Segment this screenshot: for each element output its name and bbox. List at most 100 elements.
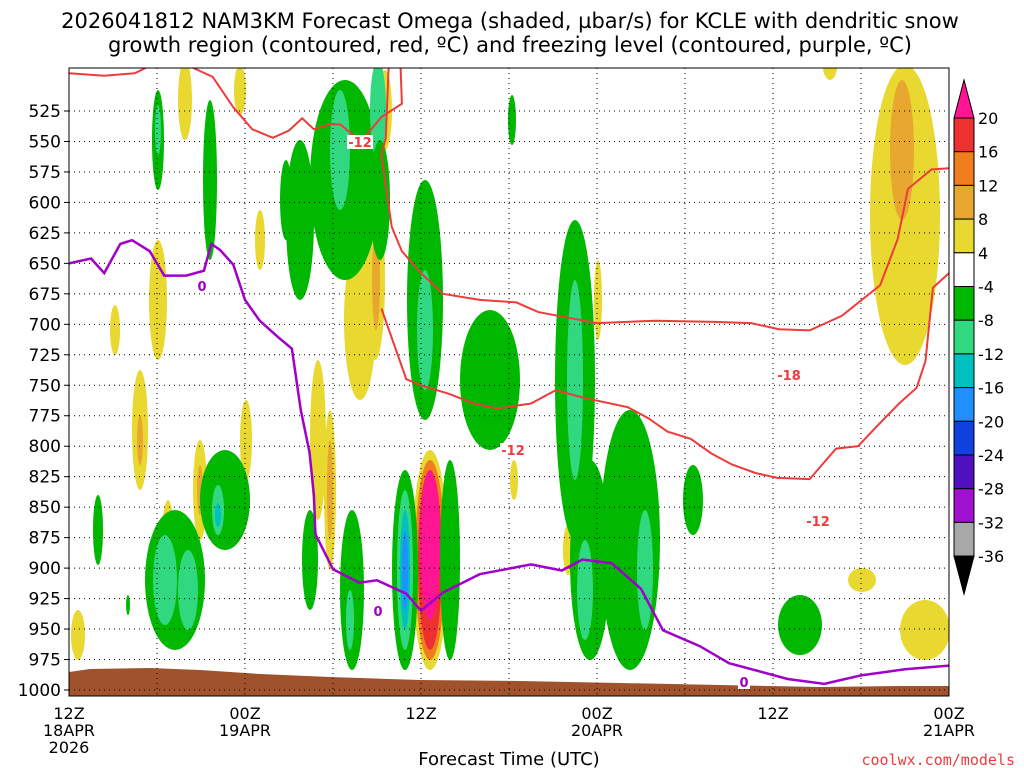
y-tick-label: 625 — [29, 224, 61, 244]
dgz-label: -12 — [806, 515, 830, 530]
y-tick-label: 675 — [29, 285, 61, 305]
omega-blob — [240, 400, 252, 480]
colorbar-segment — [953, 353, 975, 389]
y-tick-label: 575 — [29, 163, 61, 183]
colorbar-segment — [953, 184, 975, 220]
contour-labels: -12 -12 -12 -18 0 0 0 — [196, 135, 831, 691]
omega-blob — [137, 415, 143, 465]
omega-blob — [153, 535, 177, 625]
omega-blob — [255, 210, 265, 270]
chart-title-line1: 2026041812 NAM3KM Forecast Omega (shaded… — [61, 9, 959, 33]
omega-blob — [417, 270, 433, 390]
omega-blob — [567, 280, 583, 480]
omega-blob — [178, 550, 198, 630]
omega-blob — [420, 470, 440, 620]
omega-blob — [346, 590, 354, 650]
plot-frame — [68, 67, 950, 697]
dgz-label: -12 — [348, 136, 372, 151]
colorbar-segment — [953, 218, 975, 254]
omega-blob — [440, 460, 460, 660]
colorbar-label: -12 — [978, 345, 1004, 364]
colorbar-segment — [953, 117, 975, 153]
credit-text: coolwx.com/models — [861, 751, 1015, 768]
omega-blob — [594, 260, 602, 340]
omega-blob — [330, 90, 350, 210]
y-tick-label: 525 — [29, 102, 61, 122]
y-tick-label: 600 — [29, 193, 61, 213]
colorbar-segment — [953, 454, 975, 490]
omega-blob — [200, 450, 250, 550]
omega-blob — [822, 68, 838, 80]
omega-blob — [900, 600, 949, 660]
omega-blob — [310, 360, 326, 520]
omega-blob — [203, 100, 217, 260]
y-tick-label: 550 — [29, 132, 61, 152]
x-tick-label: 2026 — [49, 738, 90, 757]
dgz-label: -12 — [501, 444, 525, 459]
omega-blob — [302, 510, 318, 610]
omega-blob — [848, 568, 876, 592]
colorbar-segment — [953, 521, 975, 557]
omega-blob — [327, 440, 333, 540]
colorbar-label: -24 — [978, 446, 1004, 465]
y-tick-label: 700 — [29, 315, 61, 335]
y-tick-label: 850 — [29, 498, 61, 518]
y-tick-label: 800 — [29, 437, 61, 457]
omega-blob — [510, 460, 518, 500]
x-tick-label: 21APR — [923, 721, 975, 740]
omega-blob — [637, 510, 653, 630]
omega-blob — [778, 595, 822, 655]
omega-blob — [508, 95, 516, 145]
colorbar-label: -20 — [978, 412, 1004, 431]
y-tick-label: 825 — [29, 468, 61, 488]
omega-blob — [460, 310, 520, 450]
x-tick-label: 12Z — [53, 704, 84, 723]
omega-blob — [370, 68, 386, 160]
colorbar-segment — [953, 488, 975, 523]
colorbar-label: 16 — [978, 143, 998, 162]
colorbar-label: -36 — [978, 547, 1004, 566]
colorbar-label: -4 — [978, 278, 994, 297]
colorbar-label: 4 — [978, 244, 988, 263]
omega-blob — [155, 105, 161, 155]
colorbar-segment — [953, 319, 975, 355]
x-tick-label: 00Z — [581, 704, 612, 723]
colorbar-label: -16 — [978, 379, 1004, 398]
omega-blob — [577, 540, 593, 640]
y-tick-label: 975 — [29, 651, 61, 671]
y-tick-label: 900 — [29, 559, 61, 579]
colorbar-segment — [953, 151, 975, 186]
omega-blob — [110, 305, 120, 355]
colorbar-label: -28 — [978, 480, 1004, 499]
freezing-level-contour — [69, 238, 949, 686]
freezing-label: 0 — [739, 676, 748, 691]
y-tick-label: 725 — [29, 346, 61, 366]
colorbar-segment — [953, 286, 975, 321]
freezing-label: 0 — [197, 280, 206, 295]
colorbar-arrow-top — [953, 78, 975, 119]
colorbar: 20 16 12 8 4 -4 -8 -12 -16 -20 -24 -28 -32 -36 — [953, 78, 1004, 597]
omega-blob — [890, 80, 914, 220]
omega-blob — [683, 465, 703, 535]
y-tick-label: 650 — [29, 254, 61, 274]
omega-blob — [402, 530, 408, 610]
x-tick-label: 00Z — [933, 704, 964, 723]
colorbar-label: 20 — [978, 109, 998, 128]
colorbar-label: -8 — [978, 311, 994, 330]
x-tick-label: 19APR — [219, 721, 271, 740]
omega-blob — [370, 140, 390, 260]
y-tick-label: 775 — [29, 407, 61, 427]
terrain — [69, 668, 949, 696]
y-tick-label: 925 — [29, 590, 61, 610]
colorbar-arrow-bottom — [953, 555, 975, 597]
y-axis: 525 550 575 600 625 650 675 700 725 750 775 800 825 8… — [18, 102, 69, 701]
omega-blob — [234, 68, 246, 115]
x-tick-label: 12Z — [405, 704, 436, 723]
x-axis-label: Forecast Time (UTC) — [418, 749, 599, 768]
omega-blob — [286, 140, 314, 300]
dgz-minus12-contour-low — [380, 272, 949, 481]
y-tick-label: 1000 — [18, 681, 61, 701]
omega-blob — [178, 68, 192, 140]
x-tick-label: 12Z — [757, 704, 788, 723]
